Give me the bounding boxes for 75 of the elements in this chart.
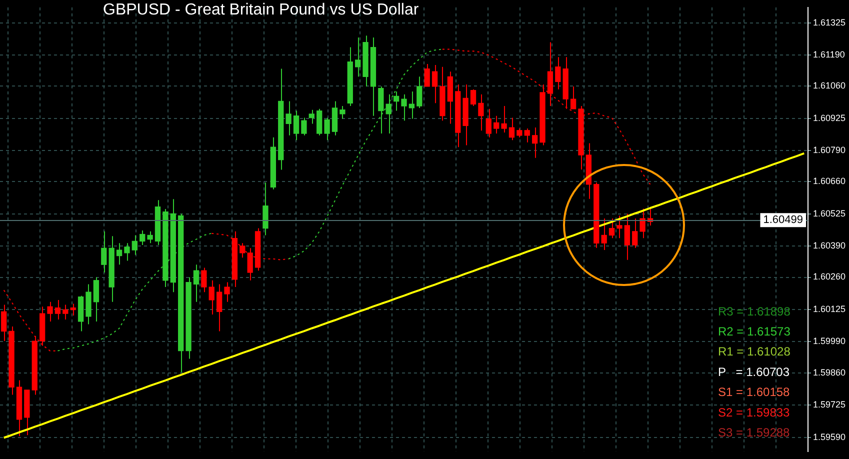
candlestick: [293, 110, 300, 141]
candlestick: [286, 100, 292, 136]
y-tick-label: 1.59590: [813, 432, 846, 442]
candlestick: [240, 242, 246, 258]
candlestick: [340, 106, 346, 120]
candlestick: [147, 230, 153, 244]
annotation: R1 = 1.61028: [718, 344, 791, 359]
candlestick: [216, 284, 222, 332]
y-tick-label: 1.60925: [813, 112, 846, 123]
candlestick: [508, 117, 515, 141]
candlestick: [386, 94, 392, 134]
candlestick: [632, 218, 638, 248]
candlestick: [208, 280, 214, 316]
y-tick-label: 1.59725: [813, 400, 846, 410]
y-tick-label: 1.60390: [813, 240, 846, 251]
candlestick: [393, 90, 400, 112]
candlestick: [224, 282, 230, 302]
candlestick: [355, 36, 361, 78]
candlestick: [470, 88, 476, 107]
y-tick-label: 1.61060: [813, 80, 846, 91]
candlestick: [608, 218, 615, 239]
candlestick: [570, 86, 576, 110]
y-tick-label: 1.61325: [813, 17, 846, 28]
candlestick: [140, 230, 146, 246]
annotation: S1 = 1.60158: [718, 385, 790, 400]
candlestick: [47, 301, 53, 322]
candlestick: [93, 276, 100, 322]
y-tick-label: 1.61190: [813, 50, 845, 60]
candlestick: [624, 213, 630, 260]
candlestick: [247, 248, 253, 281]
candlestick: [62, 304, 68, 320]
y-tick-label: 1.59990: [813, 336, 846, 346]
annotation: S2 = 1.59833: [718, 405, 790, 420]
y-tick-label: 1.59860: [813, 367, 846, 378]
candlestick: [408, 90, 415, 120]
candlestick: [616, 215, 622, 239]
candlestick: [401, 94, 407, 122]
candlestick: [1, 304, 7, 342]
candlestick: [378, 86, 384, 134]
candlestick: [640, 208, 646, 239]
candlestick: [424, 64, 430, 87]
y-tick-label: 1.60660: [813, 176, 846, 186]
candlestick: [193, 264, 200, 302]
annotation: P = 1.60703: [718, 364, 790, 379]
y-tick-label: 1.60790: [813, 145, 846, 156]
candlestick: [308, 109, 314, 124]
candlestick: [116, 242, 122, 266]
chart-title: GBPUSD - Great Britain Pound vs US Dollar: [103, 1, 420, 18]
annotation: R2 = 1.61573: [718, 324, 791, 339]
annotation: R3 = 1.61898: [718, 304, 791, 318]
candlestick: [486, 108, 492, 138]
candlestick: [124, 242, 130, 262]
candlestick: [101, 230, 107, 273]
candlestick: [501, 106, 507, 134]
ref-line-label: 1.60499: [763, 214, 804, 226]
y-tick-label: 1.60125: [813, 304, 846, 314]
y-tick-label: 1.60260: [813, 272, 846, 282]
annotation: S3 = 1.59288: [718, 426, 790, 440]
y-tick-label: 1.60525: [813, 208, 846, 218]
candlestick: [432, 64, 438, 104]
candlestick: [532, 127, 538, 158]
candlestick: [301, 117, 307, 136]
candlestick: [316, 108, 322, 136]
candlestick: [54, 299, 61, 320]
candlestick: [262, 182, 268, 236]
candlestick: [555, 56, 561, 90]
candlestick: [601, 218, 607, 251]
candlestick: [201, 267, 207, 293]
candlestick: [478, 94, 484, 132]
candlestick: [132, 234, 138, 256]
candlestick: [494, 115, 500, 134]
candlestick: [416, 76, 422, 108]
candlestick: [524, 128, 530, 143]
candlestick: [324, 117, 330, 141]
candlestick: [70, 303, 76, 316]
